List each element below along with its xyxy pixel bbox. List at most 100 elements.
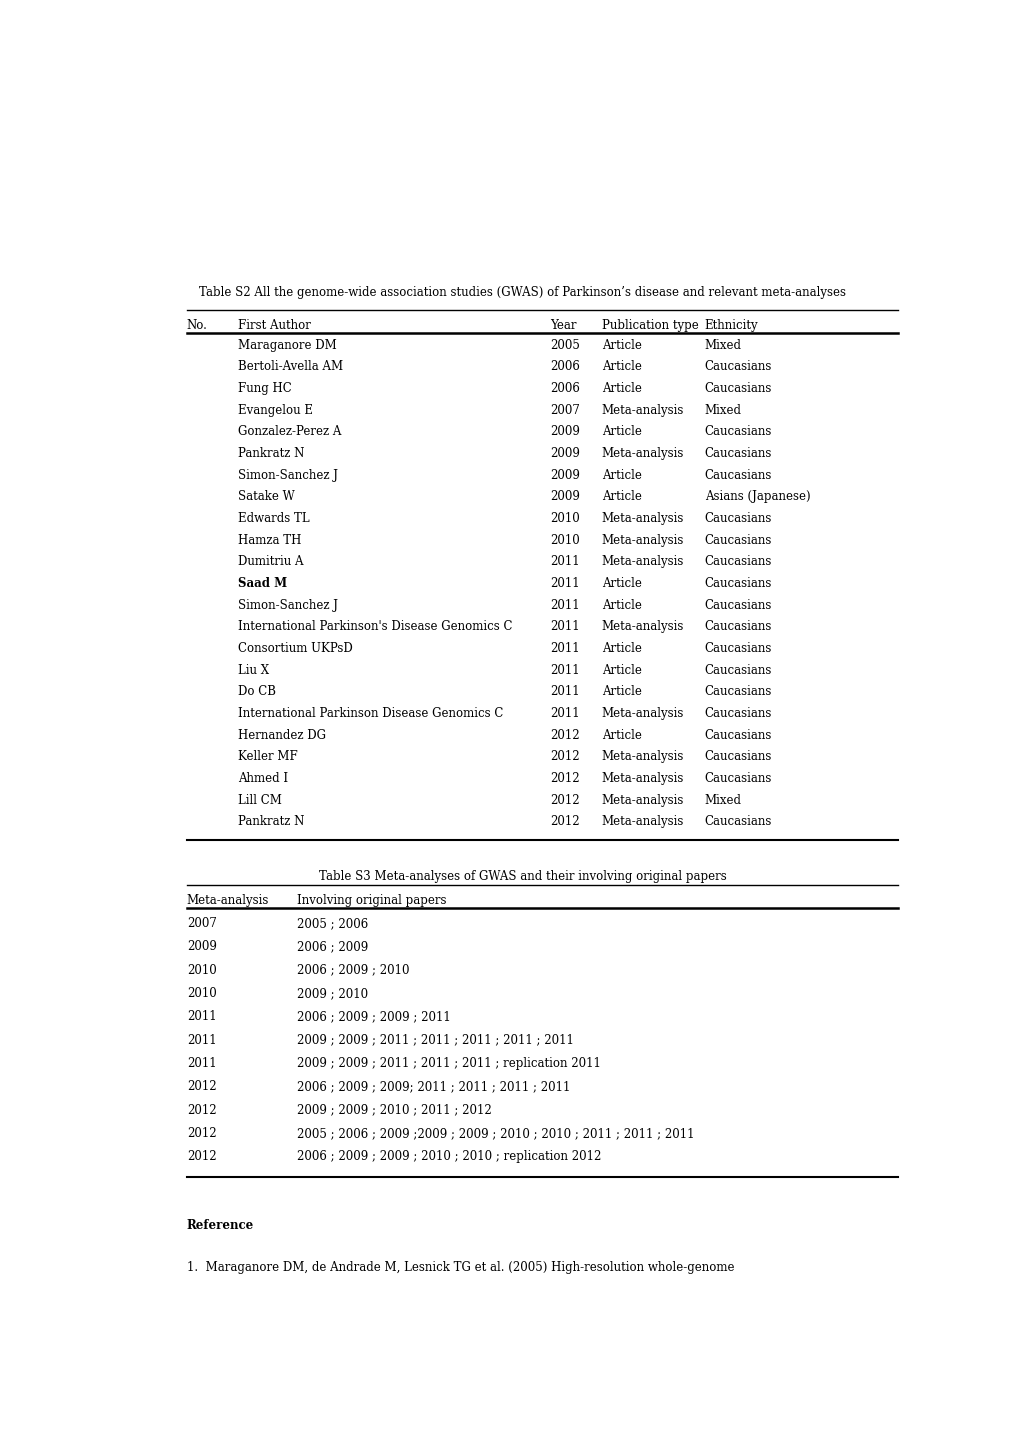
Text: 2009 ; 2009 ; 2010 ; 2011 ; 2012: 2009 ; 2009 ; 2010 ; 2011 ; 2012: [298, 1104, 492, 1117]
Text: 2010: 2010: [186, 987, 216, 1000]
Text: 2011: 2011: [550, 707, 580, 720]
Text: Article: Article: [601, 642, 641, 655]
Text: 2011: 2011: [550, 599, 580, 612]
Text: Article: Article: [601, 382, 641, 395]
Text: Lill CM: Lill CM: [238, 794, 282, 807]
Text: Bertoli-Avella AM: Bertoli-Avella AM: [238, 361, 343, 374]
Text: 2012: 2012: [186, 1081, 216, 1094]
Text: 2009: 2009: [550, 469, 580, 482]
Text: Meta-analysis: Meta-analysis: [601, 794, 684, 807]
Text: Simon-Sanchez J: Simon-Sanchez J: [238, 599, 338, 612]
Text: Article: Article: [601, 685, 641, 698]
Text: Caucasians: Caucasians: [704, 599, 771, 612]
Text: 2005 ; 2006 ; 2009 ;2009 ; 2009 ; 2010 ; 2010 ; 2011 ; 2011 ; 2011: 2005 ; 2006 ; 2009 ;2009 ; 2009 ; 2010 ;…: [298, 1127, 694, 1140]
Text: 2006 ; 2009 ; 2009 ; 2010 ; 2010 ; replication 2012: 2006 ; 2009 ; 2009 ; 2010 ; 2010 ; repli…: [298, 1150, 601, 1163]
Text: 2011: 2011: [550, 642, 580, 655]
Text: Caucasians: Caucasians: [704, 729, 771, 742]
Text: 2012: 2012: [550, 815, 580, 828]
Text: Meta-analysis: Meta-analysis: [601, 772, 684, 785]
Text: Article: Article: [601, 664, 641, 677]
Text: Article: Article: [601, 339, 641, 352]
Text: 2010: 2010: [550, 512, 580, 525]
Text: 2011: 2011: [550, 577, 580, 590]
Text: Satake W: Satake W: [238, 491, 294, 504]
Text: 2011: 2011: [550, 664, 580, 677]
Text: 2009: 2009: [550, 447, 580, 460]
Text: 2009 ; 2009 ; 2011 ; 2011 ; 2011 ; 2011 ; 2011: 2009 ; 2009 ; 2011 ; 2011 ; 2011 ; 2011 …: [298, 1033, 574, 1046]
Text: International Parkinson's Disease Genomics C: International Parkinson's Disease Genomi…: [238, 620, 513, 633]
Text: Meta-analysis: Meta-analysis: [601, 620, 684, 633]
Text: Mixed: Mixed: [704, 339, 741, 352]
Text: Gonzalez-Perez A: Gonzalez-Perez A: [238, 426, 341, 439]
Text: Meta-analysis: Meta-analysis: [601, 750, 684, 763]
Text: Dumitriu A: Dumitriu A: [238, 556, 304, 569]
Text: 2011: 2011: [550, 685, 580, 698]
Text: Involving original papers: Involving original papers: [298, 893, 446, 906]
Text: First Author: First Author: [238, 319, 311, 332]
Text: Publication type: Publication type: [601, 319, 698, 332]
Text: Keller MF: Keller MF: [238, 750, 298, 763]
Text: Meta-analysis: Meta-analysis: [601, 534, 684, 547]
Text: 2009: 2009: [550, 426, 580, 439]
Text: Article: Article: [601, 426, 641, 439]
Text: Meta-analysis: Meta-analysis: [601, 815, 684, 828]
Text: Pankratz N: Pankratz N: [238, 815, 305, 828]
Text: Caucasians: Caucasians: [704, 577, 771, 590]
Text: 2007: 2007: [186, 918, 216, 931]
Text: Meta-analysis: Meta-analysis: [601, 404, 684, 417]
Text: Caucasians: Caucasians: [704, 815, 771, 828]
Text: 2010: 2010: [186, 964, 216, 977]
Text: Asians (Japanese): Asians (Japanese): [704, 491, 809, 504]
Text: Ethnicity: Ethnicity: [704, 319, 757, 332]
Text: Caucasians: Caucasians: [704, 534, 771, 547]
Text: Article: Article: [601, 577, 641, 590]
Text: Caucasians: Caucasians: [704, 664, 771, 677]
Text: Consortium UKPsD: Consortium UKPsD: [238, 642, 353, 655]
Text: 2011: 2011: [186, 1010, 216, 1023]
Text: 2005 ; 2006: 2005 ; 2006: [298, 918, 368, 931]
Text: Year: Year: [550, 319, 577, 332]
Text: Evangelou E: Evangelou E: [238, 404, 313, 417]
Text: Reference: Reference: [186, 1219, 254, 1232]
Text: Table S3 Meta-analyses of GWAS and their involving original papers: Table S3 Meta-analyses of GWAS and their…: [319, 870, 726, 883]
Text: Caucasians: Caucasians: [704, 361, 771, 374]
Text: 2012: 2012: [550, 772, 580, 785]
Text: Meta-analysis: Meta-analysis: [601, 556, 684, 569]
Text: International Parkinson Disease Genomics C: International Parkinson Disease Genomics…: [238, 707, 503, 720]
Text: Article: Article: [601, 361, 641, 374]
Text: Caucasians: Caucasians: [704, 382, 771, 395]
Text: 2009 ; 2009 ; 2011 ; 2011 ; 2011 ; replication 2011: 2009 ; 2009 ; 2011 ; 2011 ; 2011 ; repli…: [298, 1058, 601, 1071]
Text: Edwards TL: Edwards TL: [238, 512, 310, 525]
Text: 2007: 2007: [550, 404, 580, 417]
Text: Ahmed I: Ahmed I: [238, 772, 288, 785]
Text: Caucasians: Caucasians: [704, 772, 771, 785]
Text: 2012: 2012: [186, 1104, 216, 1117]
Text: Meta-analysis: Meta-analysis: [601, 447, 684, 460]
Text: 2006 ; 2009 ; 2009; 2011 ; 2011 ; 2011 ; 2011: 2006 ; 2009 ; 2009; 2011 ; 2011 ; 2011 ;…: [298, 1081, 571, 1094]
Text: Caucasians: Caucasians: [704, 750, 771, 763]
Text: Hamza TH: Hamza TH: [238, 534, 302, 547]
Text: Fung HC: Fung HC: [238, 382, 291, 395]
Text: Article: Article: [601, 729, 641, 742]
Text: Article: Article: [601, 491, 641, 504]
Text: 2006 ; 2009 ; 2010: 2006 ; 2009 ; 2010: [298, 964, 410, 977]
Text: Caucasians: Caucasians: [704, 512, 771, 525]
Text: 1.  Maraganore DM, de Andrade M, Lesnick TG et al. (2005) High-resolution whole-: 1. Maraganore DM, de Andrade M, Lesnick …: [186, 1261, 734, 1274]
Text: 2006 ; 2009: 2006 ; 2009: [298, 941, 368, 954]
Text: Simon-Sanchez J: Simon-Sanchez J: [238, 469, 338, 482]
Text: Article: Article: [601, 599, 641, 612]
Text: Caucasians: Caucasians: [704, 426, 771, 439]
Text: Mixed: Mixed: [704, 404, 741, 417]
Text: Caucasians: Caucasians: [704, 685, 771, 698]
Text: Pankratz N: Pankratz N: [238, 447, 305, 460]
Text: No.: No.: [186, 319, 208, 332]
Text: 2012: 2012: [550, 750, 580, 763]
Text: Hernandez DG: Hernandez DG: [238, 729, 326, 742]
Text: Caucasians: Caucasians: [704, 642, 771, 655]
Text: 2009 ; 2010: 2009 ; 2010: [298, 987, 368, 1000]
Text: 2012: 2012: [186, 1150, 216, 1163]
Text: 2011: 2011: [550, 556, 580, 569]
Text: 2012: 2012: [550, 729, 580, 742]
Text: Meta-analysis: Meta-analysis: [186, 893, 269, 906]
Text: Maraganore DM: Maraganore DM: [238, 339, 336, 352]
